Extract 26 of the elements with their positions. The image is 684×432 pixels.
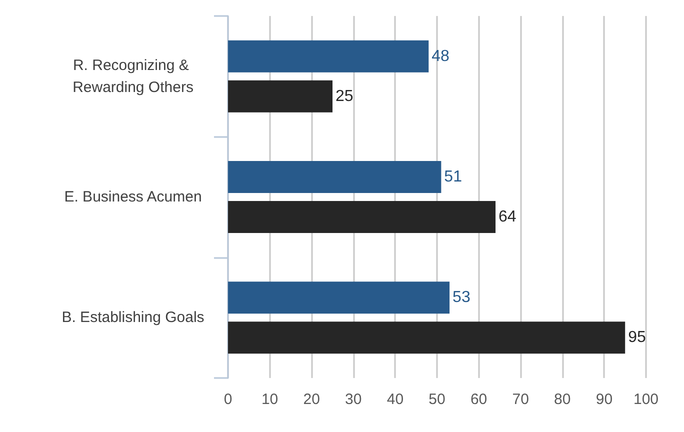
x-tick-label: 20 bbox=[303, 391, 320, 408]
x-tick-label: 50 bbox=[428, 391, 446, 408]
x-tick-label: 0 bbox=[224, 391, 232, 408]
y-tick-label: B. Establishing Goals bbox=[62, 309, 204, 326]
data-label: 48 bbox=[432, 48, 450, 65]
bar bbox=[228, 161, 442, 193]
x-tick-label: 10 bbox=[261, 391, 278, 408]
x-tick-label: 70 bbox=[512, 391, 529, 408]
bar bbox=[228, 201, 496, 233]
x-tick-label: 80 bbox=[554, 391, 571, 408]
data-label: 64 bbox=[498, 208, 516, 226]
data-label: 51 bbox=[444, 168, 462, 186]
x-tick-label: 30 bbox=[345, 391, 362, 408]
x-tick-label: 60 bbox=[470, 391, 488, 408]
x-tick-label: 90 bbox=[596, 391, 613, 408]
bar bbox=[228, 40, 429, 72]
bar bbox=[228, 322, 626, 354]
bar bbox=[228, 282, 450, 314]
data-label: 53 bbox=[452, 289, 470, 306]
y-tick-label: R. Recognizing & Rewarding Others bbox=[72, 56, 194, 96]
y-tick-label: E. Business Acumen bbox=[64, 188, 202, 206]
bar bbox=[228, 80, 332, 112]
data-label: 95 bbox=[628, 329, 646, 346]
data-label: 25 bbox=[336, 88, 354, 105]
x-tick-label: 100 bbox=[633, 391, 659, 408]
x-tick-label: 40 bbox=[386, 391, 404, 408]
